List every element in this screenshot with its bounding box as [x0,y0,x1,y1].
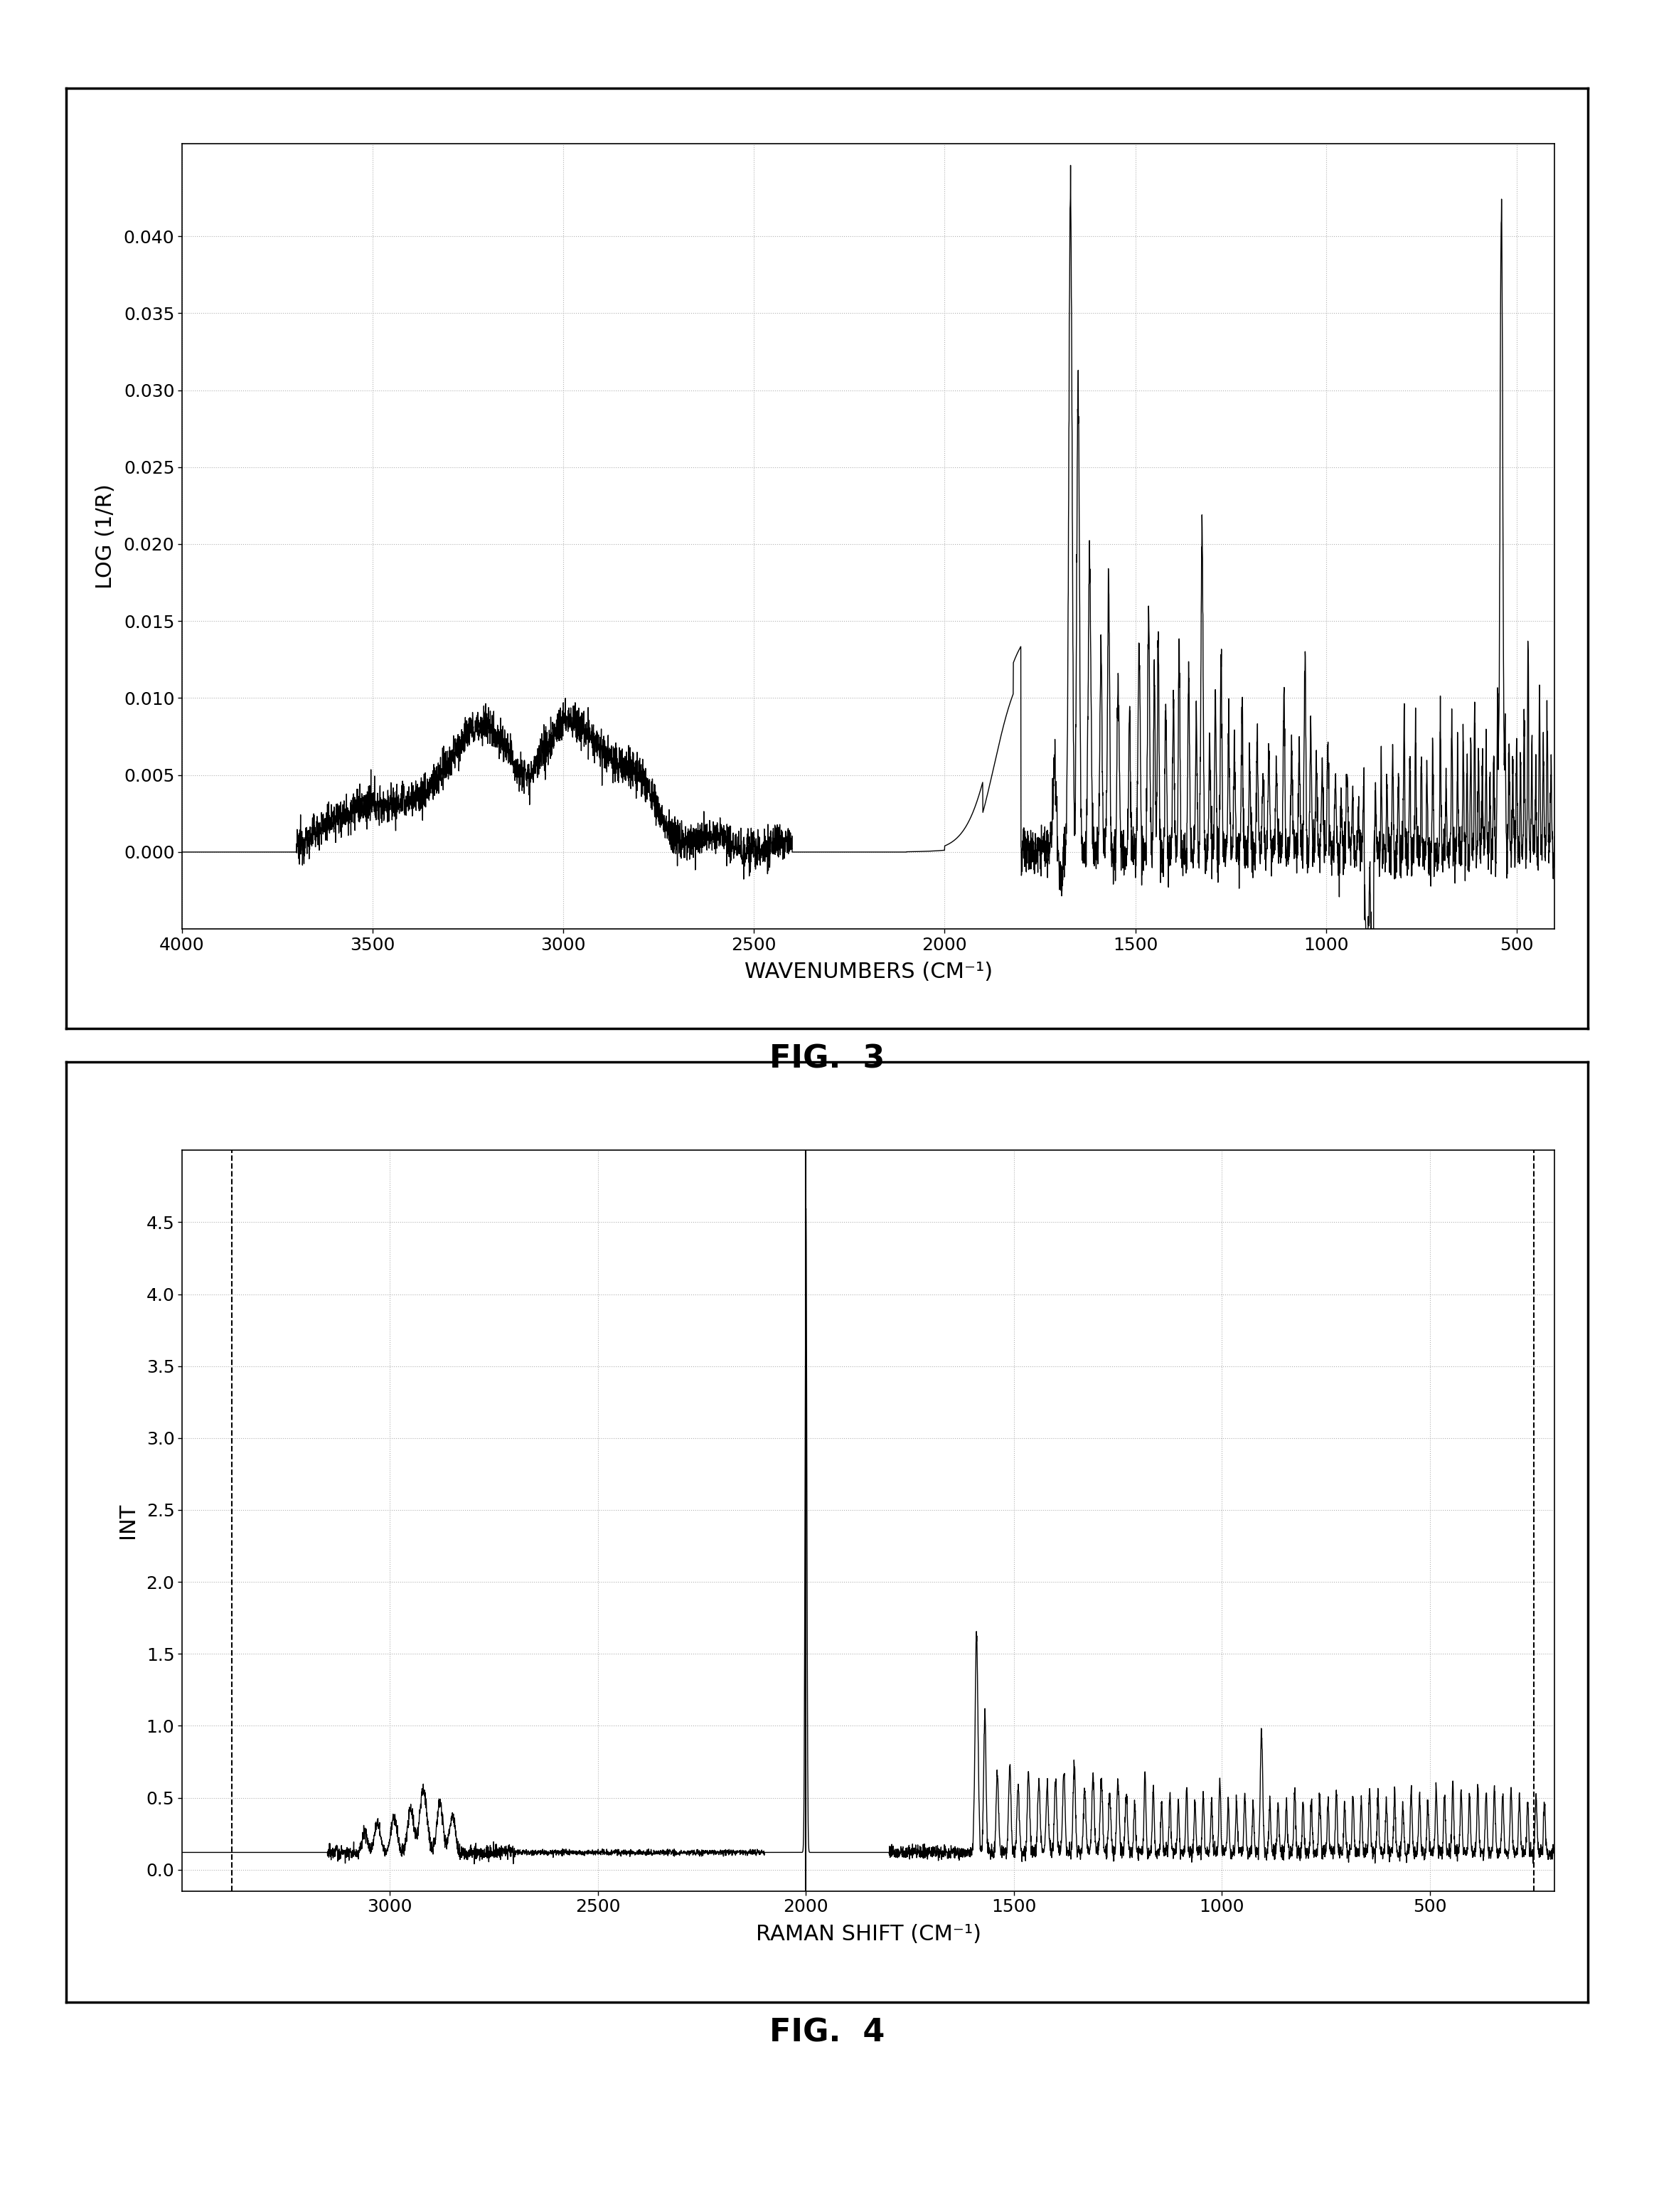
Y-axis label: INT: INT [117,1502,139,1540]
Y-axis label: LOG (1/R): LOG (1/R) [94,484,116,588]
X-axis label: RAMAN SHIFT (CM⁻¹): RAMAN SHIFT (CM⁻¹) [756,1924,981,1944]
Text: FIG.  3: FIG. 3 [769,1044,885,1075]
X-axis label: WAVENUMBERS (CM⁻¹): WAVENUMBERS (CM⁻¹) [744,962,992,982]
Text: FIG.  4: FIG. 4 [769,2017,885,2048]
